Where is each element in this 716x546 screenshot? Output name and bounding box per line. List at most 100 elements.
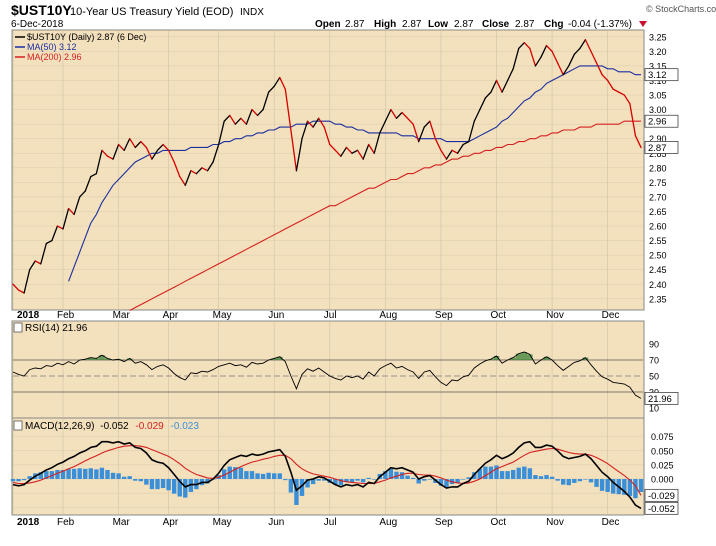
price-segment [562, 65, 570, 76]
macd-histogram-bar [333, 478, 338, 485]
price-segment [134, 140, 142, 149]
price-segment [73, 196, 81, 216]
x-tick-label-bottom: Feb [57, 517, 75, 528]
x-tick-label-bottom: Jun [268, 517, 284, 528]
chart-header: $UST10Y 10-Year US Treasury Yield (EOD) … [11, 2, 716, 30]
y-tick-label-price: 2.60 [649, 222, 667, 232]
price-segment [484, 91, 492, 99]
price-segment [612, 88, 620, 93]
price-legend: $UST10Y (Daily) 2.87 (6 Dec) MA(50) 3.12… [15, 32, 146, 62]
macd-histogram-bar [533, 475, 538, 479]
macd-histogram-bar [288, 478, 294, 493]
price-segment [379, 120, 387, 134]
price-segment [206, 161, 214, 172]
macd-histogram-bar [99, 467, 105, 479]
price-segment [440, 149, 448, 160]
price-segment [234, 117, 242, 125]
rsi-label-group: RSI(14) 21.96 [13, 322, 88, 334]
value-tag-ma50: 3.12 [648, 70, 667, 81]
macd-panel [11, 417, 645, 516]
y-tick-label-price: 2.35 [649, 294, 667, 304]
price-segment [340, 146, 348, 157]
macd-histogram-bar [277, 473, 282, 479]
macd-histogram-bar [260, 473, 266, 479]
macd-histogram-bar [588, 478, 594, 483]
price-segment [79, 190, 86, 198]
rsi-label: RSI(14) 21.96 [25, 323, 88, 334]
macd-histogram-bar [594, 478, 599, 487]
macd-histogram-bar [416, 478, 421, 484]
price-segment [623, 94, 631, 105]
price-segment [318, 117, 325, 128]
ohlc-close-value: 2.87 [515, 19, 535, 30]
legend-price: $UST10Y (Daily) 2.87 (6 Dec) [27, 32, 146, 42]
price-segment [584, 39, 592, 53]
macd-histogram-bar [560, 478, 566, 485]
price-segment [240, 117, 248, 125]
macd-histogram-bar [388, 468, 394, 479]
macd-histogram-bar [627, 478, 633, 496]
macd-histogram-bar [66, 468, 71, 479]
y-tick-label-rsi: 70 [649, 356, 659, 366]
exchange-label: INDX [240, 7, 264, 18]
rsi-overbought-fill [104, 358, 111, 360]
x-tick-label: May [213, 310, 232, 321]
price-segment [117, 143, 125, 152]
x-tick-label-bottom: Dec [602, 517, 620, 528]
rsi-overbought-fill [510, 357, 516, 360]
price-segment [334, 149, 342, 157]
macd-histogram-bar [294, 478, 299, 505]
macd-histogram-bar [116, 473, 121, 479]
x-tick-label-bottom: Sep [435, 517, 453, 528]
macd-histogram-bar [149, 478, 155, 490]
ohlc-low-label: Low [428, 19, 448, 30]
macd-histogram-bar [338, 478, 344, 486]
value-tag-macd-signal-box [644, 488, 679, 502]
y-tick-label-price: 3.25 [649, 32, 667, 42]
price-segment [506, 68, 514, 82]
x-tick-label-bottom: Aug [379, 517, 397, 528]
price-segment [156, 143, 164, 152]
macd-histogram-bar [460, 478, 466, 480]
rsi-overbought-fill [276, 356, 283, 360]
price-segment [490, 79, 498, 93]
y-tick-label-price: 3.15 [649, 61, 667, 71]
macd-histogram-bar [121, 476, 127, 479]
macd-histogram-bar [38, 472, 43, 479]
macd-label-value: -0.052 [100, 421, 129, 432]
price-segment [462, 140, 470, 146]
macd-histogram-bar [60, 469, 66, 479]
value-tag-rsi: 21.96 [648, 394, 672, 405]
macd-histogram-bar [522, 466, 527, 479]
price-segment [162, 143, 170, 152]
macd-histogram-bar [633, 478, 638, 499]
price-segment [190, 170, 198, 175]
price-segment [84, 175, 92, 192]
macd-histogram-bar [516, 467, 521, 479]
macd-histogram-bar [549, 476, 555, 479]
macd-histogram-bar [127, 476, 132, 479]
macd-histogram-bar [83, 468, 88, 479]
price-segment [634, 135, 642, 149]
price-segment [345, 146, 353, 154]
macd-histogram-bar [244, 471, 249, 479]
value-tag-ma50-box [644, 68, 679, 82]
price-segment [384, 108, 392, 122]
price-segment [212, 143, 220, 163]
price-segment [173, 161, 181, 178]
macd-histogram-bar [438, 478, 444, 486]
ohlc-close-label: Close [482, 19, 510, 30]
down-flag-icon [639, 21, 647, 27]
rsi-overbought-fill [271, 358, 278, 360]
price-segment [373, 132, 381, 154]
y-tick-label-price: 2.90 [649, 134, 667, 144]
price-segment [251, 108, 259, 117]
macd-histogram-bar [577, 478, 583, 482]
ohlc-open-value: 2.87 [345, 19, 365, 30]
price-segment [395, 111, 403, 119]
price-segment [368, 143, 375, 154]
x-tick-label-bottom: 2018 [17, 517, 40, 528]
value-tag-ma200: 2.96 [648, 117, 667, 128]
macd-histogram-bar [188, 478, 194, 492]
